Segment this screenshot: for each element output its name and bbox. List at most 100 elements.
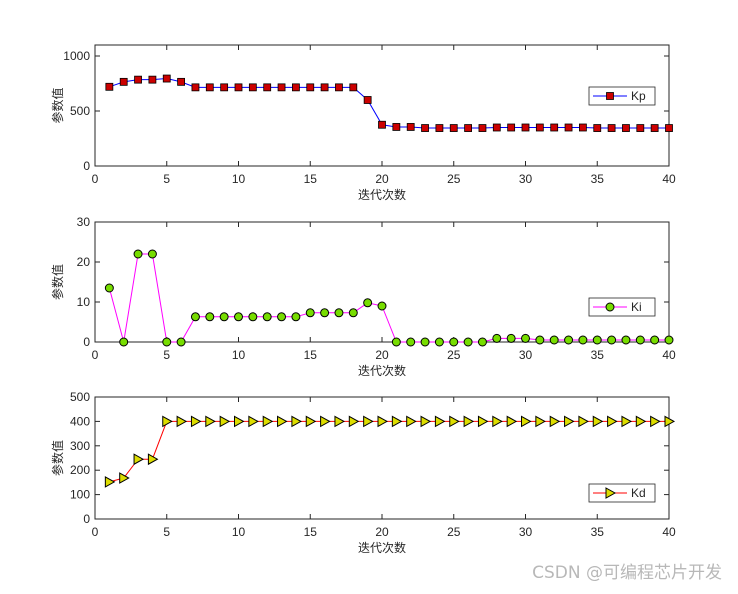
data-point-Kp: [449, 124, 458, 132]
x-tick-label: 0: [92, 172, 99, 186]
data-point-Ki: [334, 308, 344, 318]
data-point-Kp: [622, 124, 630, 132]
x-tick-label: 25: [447, 348, 461, 362]
legend-label: Kp: [631, 89, 646, 103]
y-tick-label: 30: [77, 215, 91, 229]
legend-label: Ki: [631, 300, 642, 314]
y-axis-label: 参数值: [50, 264, 65, 300]
x-tick-label: 20: [375, 348, 389, 362]
y-tick-label: 400: [70, 414, 90, 428]
data-point-Kp: [335, 83, 343, 92]
data-point-Kd: [535, 415, 546, 428]
data-point-Kp: [435, 124, 444, 132]
data-point-Kp: [607, 124, 616, 132]
data-point-Kp: [492, 123, 501, 132]
data-point-Ki: [320, 308, 330, 318]
data-point-Kp: [220, 83, 229, 92]
data-point-Kd: [592, 415, 604, 428]
x-tick-label: 30: [519, 172, 533, 186]
data-point-Kp: [306, 83, 315, 92]
x-tick-label: 35: [591, 348, 605, 362]
data-point-Kd: [564, 415, 575, 428]
watermark: CSDN @可编程芯片开发: [532, 563, 722, 583]
data-point-Kd: [119, 472, 130, 484]
data-point-Ki: [592, 335, 602, 345]
data-point-Ki: [650, 335, 660, 345]
x-tick-label: 30: [519, 525, 533, 539]
data-point-Kp: [363, 96, 372, 104]
data-point-Kd: [262, 415, 274, 428]
data-point-Kd: [190, 415, 202, 428]
x-tick-label: 40: [662, 348, 676, 362]
data-point-Kd: [248, 415, 259, 428]
data-point-Kd: [449, 415, 460, 428]
data-point-Kp: [320, 83, 329, 92]
data-point-Kp: [148, 75, 157, 84]
data-point-Kp: [478, 124, 487, 132]
data-point-Ki: [190, 312, 200, 322]
data-point-Ki: [635, 335, 645, 345]
data-point-Kd: [320, 415, 331, 428]
data-point-Ki: [406, 337, 416, 347]
y-tick-label: 20: [77, 255, 91, 269]
y-tick-label: 0: [83, 335, 90, 349]
data-point-Ki: [248, 312, 258, 322]
data-point-Ki: [449, 337, 459, 347]
data-point-Kd: [549, 415, 561, 428]
x-tick-label: 25: [447, 172, 461, 186]
x-tick-label: 15: [304, 172, 318, 186]
data-point-Kd: [176, 415, 188, 428]
x-tick-label: 5: [163, 172, 170, 186]
data-point-Kd: [305, 415, 317, 428]
data-point-Ki: [133, 249, 143, 259]
legend-marker: [605, 302, 615, 312]
y-tick-label: 200: [70, 463, 90, 477]
data-point-Kp: [665, 124, 673, 132]
data-point-Kp: [378, 120, 386, 129]
data-point-Kd: [234, 415, 245, 428]
y-tick-label: 500: [70, 390, 90, 404]
data-point-Kd: [434, 415, 446, 428]
data-point-Ki: [262, 312, 272, 322]
data-point-Kp: [636, 124, 645, 132]
data-point-Kp: [521, 123, 530, 132]
data-point-Ki: [219, 312, 229, 322]
y-axis-label: 参数值: [50, 440, 65, 476]
x-tick-label: 10: [232, 525, 246, 539]
data-point-Ki: [391, 337, 401, 347]
data-point-Kd: [621, 415, 632, 428]
legend: Kp: [588, 86, 656, 106]
data-point-Kd: [492, 415, 503, 428]
data-point-Ki: [521, 333, 530, 343]
data-point-Kp: [291, 83, 300, 92]
legend-marker: [606, 92, 614, 100]
data-point-Kd: [664, 415, 676, 428]
data-point-Kd: [406, 415, 417, 428]
data-point-Kd: [348, 415, 360, 428]
x-axis-label: 迭代次数: [358, 540, 406, 555]
data-point-Ki: [104, 283, 114, 293]
data-point-Kp: [248, 83, 257, 92]
data-point-Ki: [147, 249, 157, 259]
y-tick-label: 500: [70, 104, 90, 118]
data-point-Kp: [406, 123, 415, 131]
data-point-Kd: [477, 415, 489, 428]
data-point-Kp: [205, 83, 214, 92]
data-point-Ki: [492, 333, 502, 343]
axes-box: [94, 44, 670, 167]
data-point-Kd: [607, 415, 618, 428]
data-point-Kd: [219, 415, 231, 428]
x-tick-label: 20: [375, 172, 389, 186]
data-point-Kp: [263, 83, 272, 92]
y-tick-label: 10: [77, 295, 91, 309]
data-point-Kd: [133, 453, 145, 466]
data-point-Kd: [363, 415, 374, 428]
data-point-Ki: [363, 298, 373, 308]
series-line-Kp: [109, 78, 669, 129]
data-point-Kp: [650, 124, 659, 132]
x-tick-label: 40: [662, 172, 676, 186]
data-point-Ki: [549, 335, 559, 345]
legend: Kd: [588, 483, 656, 503]
x-tick-label: 10: [232, 348, 246, 362]
x-tick-label: 20: [375, 525, 389, 539]
